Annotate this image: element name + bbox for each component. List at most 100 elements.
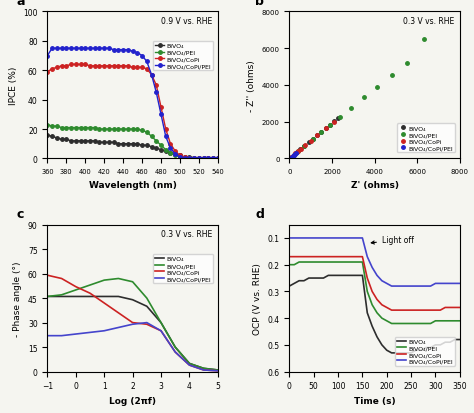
BiVO₄/CoPi/PEI [433, 281, 438, 286]
BiVO₄/PEI [433, 318, 438, 323]
BiVO₄/CoPi/PEI [215, 368, 221, 373]
BiVO₄/PEI [215, 156, 221, 161]
BiVO₄ [68, 139, 74, 144]
BiVO₄/CoPi/PEI [73, 332, 79, 337]
BiVO₄ [336, 116, 341, 121]
BiVO₄ [323, 126, 328, 131]
BiVO₄/CoPi/PEI [293, 152, 299, 157]
BiVO₄ [306, 140, 311, 145]
BiVO₄/CoPi [433, 308, 438, 313]
Y-axis label: - Phase angle (°): - Phase angle (°) [13, 261, 22, 336]
BiVO₄/PEI [130, 280, 136, 285]
Y-axis label: IPCE (%): IPCE (%) [9, 66, 18, 105]
BiVO₄/PEI [144, 296, 150, 301]
BiVO₄/CoPi/PEI [154, 90, 159, 95]
BiVO₄/CoPi [92, 64, 98, 69]
BiVO₄ [399, 351, 404, 356]
BiVO₄/CoPi/PEI [428, 284, 433, 289]
BiVO₄/CoPi/PEI [111, 48, 117, 53]
BiVO₄ [306, 276, 312, 281]
Line: BiVO₄/PEI: BiVO₄/PEI [289, 262, 460, 324]
BiVO₄ [187, 155, 192, 160]
BiVO₄ [215, 156, 221, 161]
BiVO₄/PEI [206, 156, 211, 161]
BiVO₄/CoPi [182, 155, 188, 160]
BiVO₄/PEI [191, 156, 197, 161]
BiVO₄/CoPi [120, 64, 126, 69]
BiVO₄ [413, 348, 419, 353]
BiVO₄/CoPi [452, 305, 458, 310]
Legend: BiVO₄, BiVO₄/PEI, BiVO₄/CoPi, BiVO₄/CoPi/PEI: BiVO₄, BiVO₄/PEI, BiVO₄/CoPi, BiVO₄/CoPi… [153, 42, 213, 71]
BiVO₄/PEI [54, 124, 60, 129]
BiVO₄ [106, 140, 112, 145]
BiVO₄/CoPi/PEI [306, 236, 312, 241]
Line: BiVO₄: BiVO₄ [289, 276, 460, 353]
BiVO₄/CoPi [45, 70, 50, 75]
Line: BiVO₄: BiVO₄ [288, 117, 340, 161]
BiVO₄/CoPi/PEI [59, 333, 64, 338]
BiVO₄/CoPi [201, 156, 207, 161]
BiVO₄ [49, 135, 55, 140]
BiVO₄/PEI [361, 96, 367, 101]
BiVO₄/CoPi [331, 120, 337, 125]
BiVO₄/CoPi [389, 308, 394, 313]
BiVO₄/CoPi/PEI [59, 47, 64, 52]
BiVO₄ [319, 130, 324, 135]
BiVO₄/CoPi [301, 254, 307, 259]
BiVO₄/CoPi [73, 285, 79, 290]
BiVO₄/CoPi/PEI [54, 47, 60, 52]
BiVO₄/CoPi/PEI [311, 236, 317, 241]
BiVO₄ [144, 143, 150, 148]
BiVO₄/CoPi [73, 63, 79, 68]
BiVO₄/CoPi [187, 363, 192, 368]
BiVO₄ [54, 136, 60, 141]
BiVO₄/PEI [418, 321, 424, 326]
BiVO₄/CoPi/PEI [210, 156, 216, 161]
BiVO₄/PEI [106, 127, 112, 132]
BiVO₄/CoPi [335, 254, 341, 259]
BiVO₄/CoPi [82, 63, 88, 68]
BiVO₄/CoPi [125, 64, 131, 69]
BiVO₄ [125, 142, 131, 147]
BiVO₄/CoPi [196, 156, 202, 161]
BiVO₄/CoPi [144, 322, 150, 327]
BiVO₄ [428, 345, 433, 350]
BiVO₄/PEI [59, 126, 64, 131]
BiVO₄ [154, 146, 159, 151]
BiVO₄/CoPi [130, 320, 136, 325]
Line: BiVO₄/CoPi/PEI: BiVO₄/CoPi/PEI [47, 323, 218, 371]
X-axis label: Z' (ohms): Z' (ohms) [351, 180, 399, 189]
BiVO₄ [331, 119, 337, 124]
BiVO₄/PEI [374, 311, 380, 316]
BiVO₄/PEI [73, 288, 79, 293]
BiVO₄/PEI [428, 321, 433, 326]
BiVO₄/PEI [327, 123, 333, 128]
BiVO₄/CoPi [355, 254, 360, 259]
BiVO₄/CoPi/PEI [187, 156, 192, 161]
BiVO₄/PEI [111, 127, 117, 132]
BiVO₄ [130, 142, 136, 147]
BiVO₄/CoPi/PEI [215, 156, 221, 161]
BiVO₄ [452, 337, 458, 342]
BiVO₄ [196, 156, 202, 161]
BiVO₄/PEI [326, 260, 331, 265]
BiVO₄/CoPi/PEI [130, 322, 136, 327]
BiVO₄/PEI [59, 293, 64, 298]
BiVO₄ [393, 351, 399, 356]
BiVO₄/CoPi [399, 308, 404, 313]
BiVO₄/CoPi/PEI [68, 47, 74, 52]
BiVO₄ [45, 294, 50, 299]
BiVO₄/CoPi/PEI [369, 265, 375, 270]
BiVO₄/CoPi/PEI [442, 281, 448, 286]
BiVO₄/CoPi [158, 328, 164, 333]
BiVO₄/CoPi [447, 305, 453, 310]
BiVO₄/CoPi [360, 254, 365, 259]
BiVO₄/CoPi/PEI [173, 152, 178, 157]
X-axis label: Time (s): Time (s) [354, 396, 395, 405]
BiVO₄/PEI [130, 127, 136, 132]
BiVO₄/PEI [45, 294, 50, 299]
BiVO₄/PEI [49, 124, 55, 129]
BiVO₄/CoPi [316, 254, 321, 259]
Line: BiVO₄/CoPi/PEI: BiVO₄/CoPi/PEI [46, 47, 219, 160]
BiVO₄ [330, 273, 336, 278]
